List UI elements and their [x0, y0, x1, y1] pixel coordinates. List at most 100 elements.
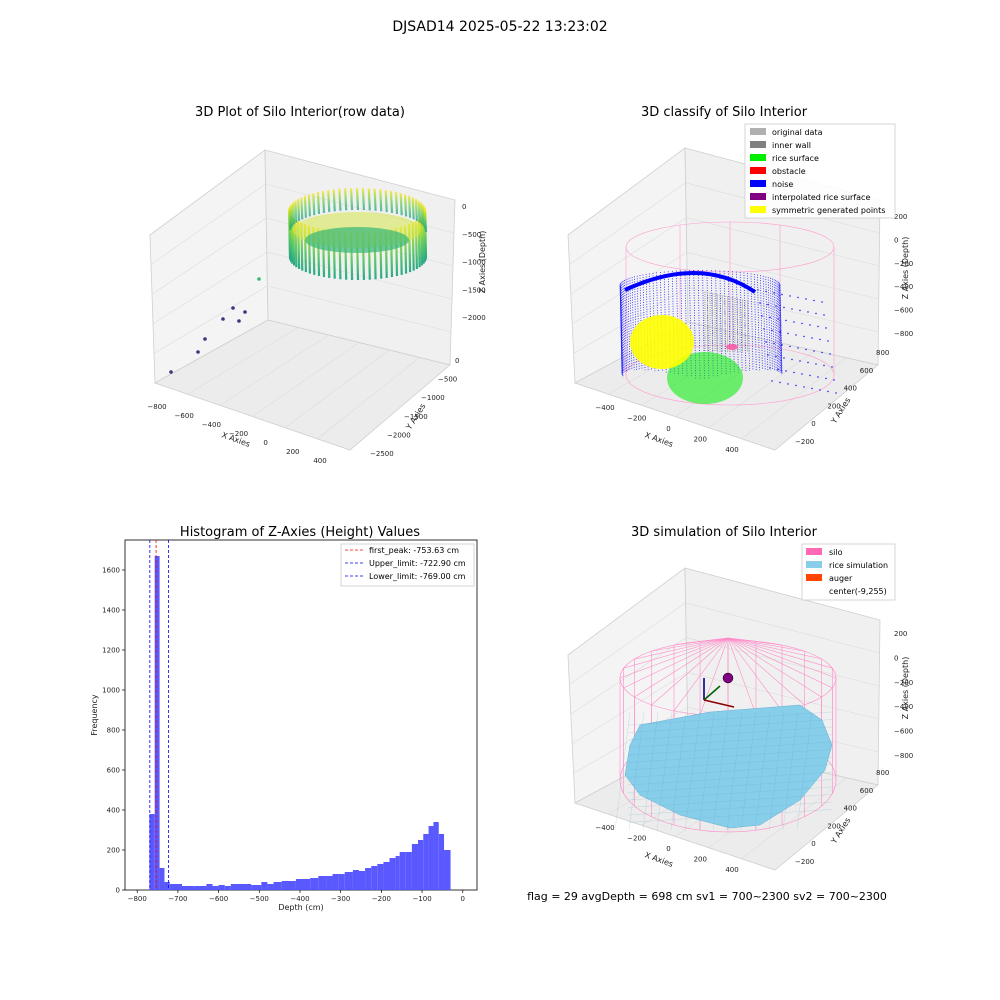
mesh-line — [627, 779, 833, 793]
noise-dot — [833, 379, 835, 381]
panel4-z-ticks: 200 0 −200 −400 −600 −800 — [894, 630, 913, 760]
noise-dot — [761, 315, 763, 317]
cloud-column — [361, 188, 366, 211]
noise-column — [625, 279, 629, 371]
histogram-bar — [281, 881, 296, 890]
panel2-y-tick-label: −200 — [795, 438, 814, 446]
cloud-column — [294, 200, 298, 223]
silo-roof-spoke — [699, 637, 729, 715]
y-tick-label: 1600 — [102, 567, 120, 575]
gridline — [686, 672, 879, 720]
mesh-line — [627, 764, 833, 778]
panel4-z-tick-label: −400 — [894, 703, 913, 711]
mesh-line — [627, 711, 833, 726]
legend-swatch — [806, 587, 822, 594]
y-tick-label: 1400 — [102, 607, 120, 615]
histogram-bar — [371, 866, 378, 890]
legend-label: interpolated rice surface — [772, 193, 870, 202]
gridline — [570, 637, 687, 715]
noise-column — [753, 273, 757, 371]
cloud-column — [332, 189, 336, 212]
legend-label: Lower_limit: -769.00 cm — [369, 572, 466, 581]
panel4-legend: silo rice simulation auger center(-9,255) — [801, 543, 896, 601]
noise-column — [622, 280, 626, 372]
panel2-z-tick-label: −400 — [894, 283, 913, 291]
cloud-column — [421, 204, 425, 227]
silo-roof-spoke — [634, 637, 729, 698]
gridline — [687, 286, 879, 333]
panel-simulation: 3D simulation of Silo Interior −400 −200 0… — [567, 525, 913, 874]
noise-dot — [813, 299, 815, 302]
cloud-column — [297, 198, 301, 222]
noise-dot — [767, 303, 769, 306]
panel4-x-tick-label: −200 — [627, 835, 646, 843]
cloud-column — [307, 194, 312, 217]
cloud-column — [312, 193, 316, 216]
x-tick-label: −700 — [168, 895, 187, 903]
histogram-bar — [212, 886, 219, 890]
mesh-line — [627, 801, 833, 816]
noise-column — [760, 275, 763, 371]
mesh-line — [627, 741, 833, 756]
gridline — [152, 251, 267, 325]
histogram-bar — [411, 844, 418, 890]
silo-roof-spoke — [623, 637, 729, 669]
histogram-bar — [377, 864, 384, 890]
panel4-x-tick-label: 0 — [666, 845, 670, 853]
noise-column — [767, 277, 771, 371]
panel1-z-tick-label: 0 — [462, 203, 466, 211]
panel2-z-tick-label: −800 — [894, 330, 913, 338]
gridline — [284, 349, 390, 428]
gridline — [686, 217, 880, 267]
stray-point — [243, 310, 247, 314]
noise-dot — [759, 302, 761, 304]
noise-dot — [829, 353, 831, 355]
histogram-bar — [154, 556, 160, 890]
noise-column — [629, 277, 633, 371]
noise-dot — [765, 290, 767, 293]
histogram-bar — [230, 884, 241, 890]
silo-roof-spoke — [727, 637, 833, 669]
panel4-z-label: Z Axies (Depth) — [901, 657, 910, 720]
x-tick-label: −600 — [209, 895, 228, 903]
silo-roof-spoke — [700, 637, 729, 642]
noise-dot — [773, 292, 775, 294]
noise-dot — [769, 367, 771, 369]
histogram-bar — [218, 885, 225, 890]
panel1-stray-points — [169, 277, 261, 374]
noise-dot — [783, 306, 785, 309]
noise-column — [770, 277, 773, 371]
histogram-bar — [318, 876, 327, 890]
mesh-line — [627, 726, 833, 741]
panel2-z-tick-label: 200 — [894, 213, 907, 221]
histogram-bar — [344, 872, 353, 890]
noise-dot — [781, 344, 783, 346]
noise-dot — [805, 298, 807, 300]
noise-rim — [624, 271, 757, 294]
noise-dot — [813, 350, 815, 352]
cloud-column — [384, 190, 388, 213]
histogram-bar — [383, 862, 390, 890]
silo-roof-spoke — [634, 637, 729, 660]
stray-point — [257, 277, 261, 281]
panel2-z-tick-label: −600 — [894, 307, 913, 315]
noise-dot — [795, 384, 797, 387]
panel2-x-tick-label: −400 — [595, 404, 614, 412]
x-tick-label: −200 — [372, 895, 391, 903]
legend-swatch — [750, 180, 766, 187]
cloud-column — [394, 191, 399, 215]
noise-dot — [771, 329, 773, 332]
panel1-axes-box — [149, 149, 456, 451]
mesh-line — [712, 711, 729, 831]
histogram-bar — [251, 885, 262, 890]
mesh-line — [627, 809, 833, 823]
panel1-z-tick-label: −2000 — [462, 314, 486, 322]
noise-column — [727, 270, 731, 374]
noise-dot — [815, 312, 817, 315]
y-tick-label: 400 — [107, 807, 120, 815]
x-tick-label: −300 — [331, 895, 350, 903]
noise-dot — [793, 321, 795, 323]
panel1-point-cloud — [287, 187, 428, 281]
histogram-bar — [181, 886, 195, 890]
panel4-z-tick-label: 200 — [894, 630, 907, 638]
